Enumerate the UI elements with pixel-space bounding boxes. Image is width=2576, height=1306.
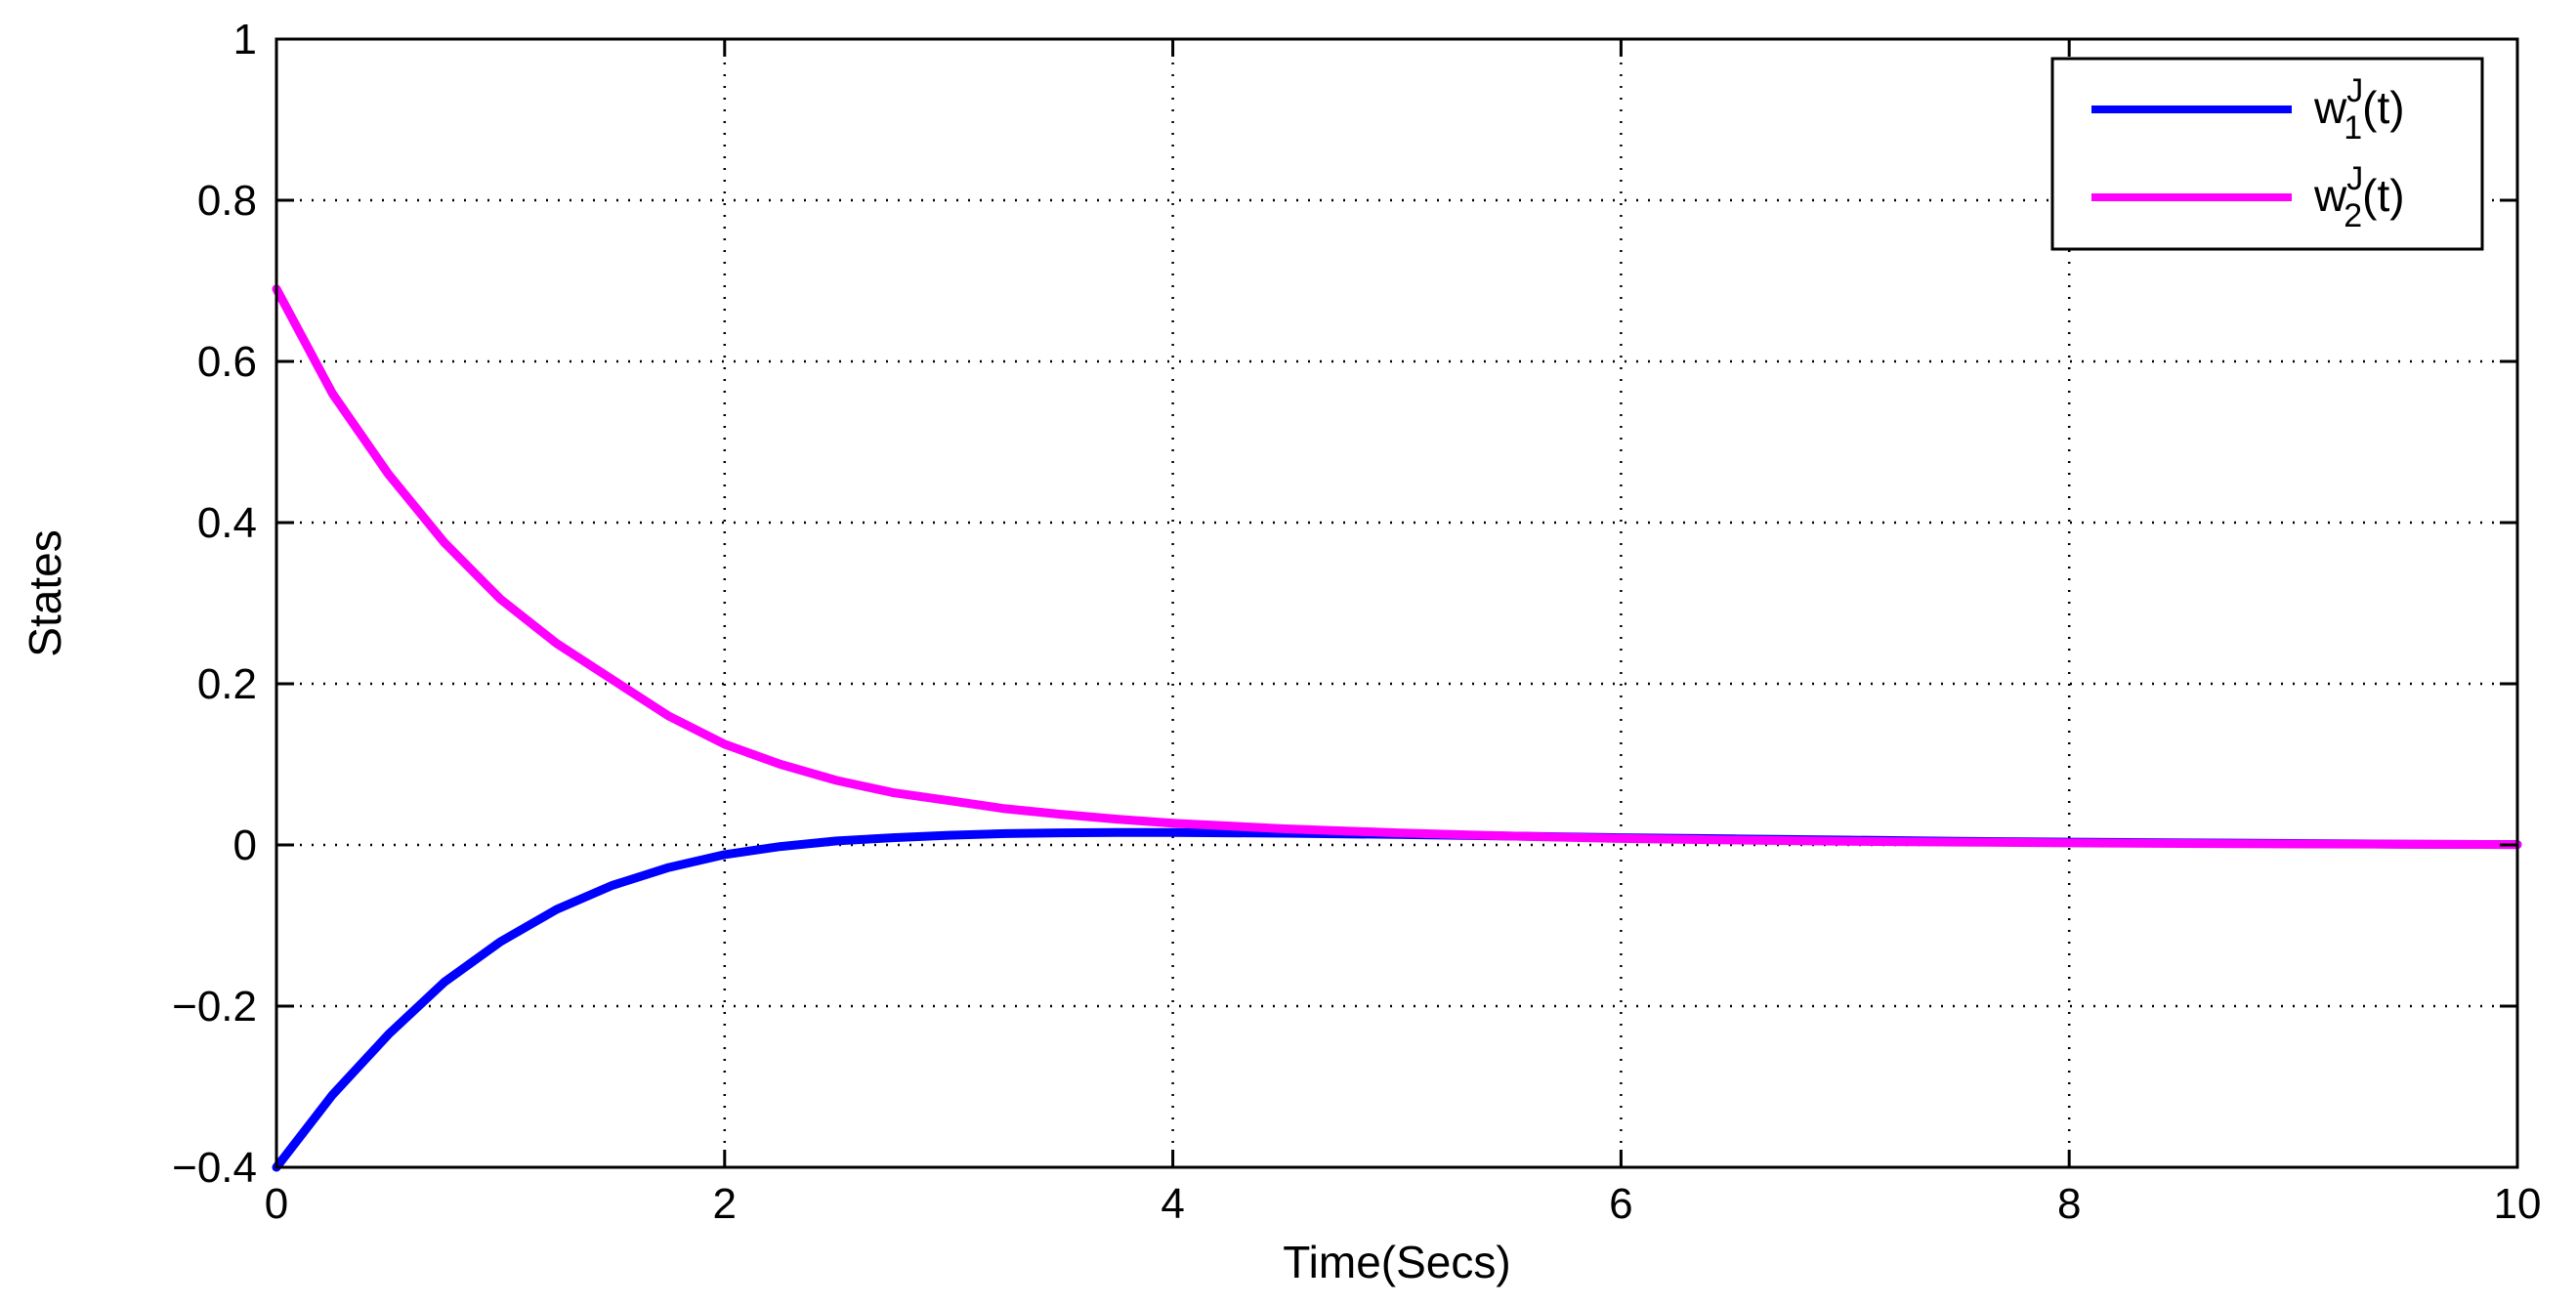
y-tick-label: −0.2 [172,983,257,1031]
y-tick-label: 0.6 [197,338,257,386]
axis-ticks: 0 2 4 6 8 10 −0.4 −0.2 0 0.2 0.4 0.6 0.8 1 [172,16,2541,1228]
series-lines [272,284,2522,1172]
y-axis-label: States [20,529,70,656]
series-line-2 [272,284,2522,850]
y-tick-label: 0.8 [197,177,257,225]
x-tick-label: 10 [2494,1180,2542,1228]
x-tick-label: 0 [265,1180,288,1228]
x-tick-label: 2 [713,1180,737,1228]
x-tick-label: 6 [1609,1180,1632,1228]
y-tick-label: 1 [233,16,257,63]
y-tick-label: 0 [233,822,257,869]
x-tick-label: 4 [1161,1180,1184,1228]
legend-label-series-1: wJ 1(t) [2313,72,2405,147]
legend: wJ 1(t) wJ 2(t) [2050,57,2484,251]
legend-label-series-2: wJ 2(t) [2313,160,2405,234]
series-line-1 [272,827,2522,1172]
x-tick-label: 8 [2057,1180,2081,1228]
y-tick-label: 0.4 [197,499,257,547]
legend-box [2050,57,2484,251]
y-tick-label: 0.2 [197,660,257,708]
x-axis-label: Time(Secs) [1283,1237,1510,1287]
y-tick-label: −0.4 [172,1144,257,1192]
plot-area-frame [274,37,2519,1169]
